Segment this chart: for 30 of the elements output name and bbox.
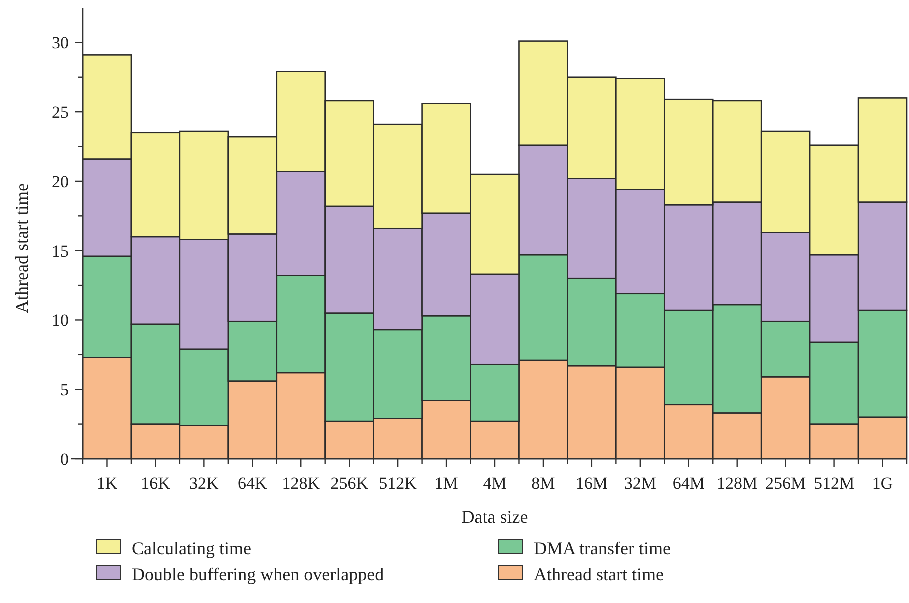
legend-label: Athread start time — [534, 564, 664, 584]
x-tick-label: 512K — [379, 474, 418, 493]
y-tick-label: 30 — [52, 34, 69, 53]
x-tick-label: 64K — [238, 474, 268, 493]
x-tick-label: 1K — [96, 474, 118, 493]
y-tick-label: 0 — [60, 450, 69, 469]
y-tick-label: 10 — [52, 311, 69, 330]
y-tick-label: 15 — [52, 242, 69, 261]
y-tick-label: 5 — [60, 380, 69, 400]
x-tick-label: 16M — [576, 474, 608, 493]
x-axis-title: Data size — [462, 507, 528, 527]
x-tick-label: 128M — [717, 474, 758, 493]
y-axis-title: Athread start time — [12, 184, 32, 314]
y-tick-label: 25 — [52, 103, 69, 122]
legend-label: Double buffering when overlapped — [132, 564, 384, 584]
x-tick-label: 4M — [483, 474, 507, 493]
x-tick-label: 1M — [434, 474, 458, 493]
x-tick-label: 256M — [766, 474, 806, 493]
legend-label: DMA transfer time — [534, 538, 671, 558]
x-tick-label: 64M — [672, 474, 705, 493]
x-tick-label: 32K — [190, 474, 220, 493]
legend-label: Calculating time — [132, 538, 252, 558]
x-tick-label: 8M — [532, 474, 556, 493]
x-tick-label: 32M — [624, 474, 656, 493]
x-tick-label: 128K — [282, 474, 321, 493]
x-tick-label: 256K — [330, 474, 370, 493]
x-tick-label: 1G — [872, 474, 894, 493]
x-tick-label: 512M — [814, 474, 855, 493]
y-tick-label: 20 — [52, 172, 69, 192]
x-tick-label: 16K — [141, 474, 172, 493]
